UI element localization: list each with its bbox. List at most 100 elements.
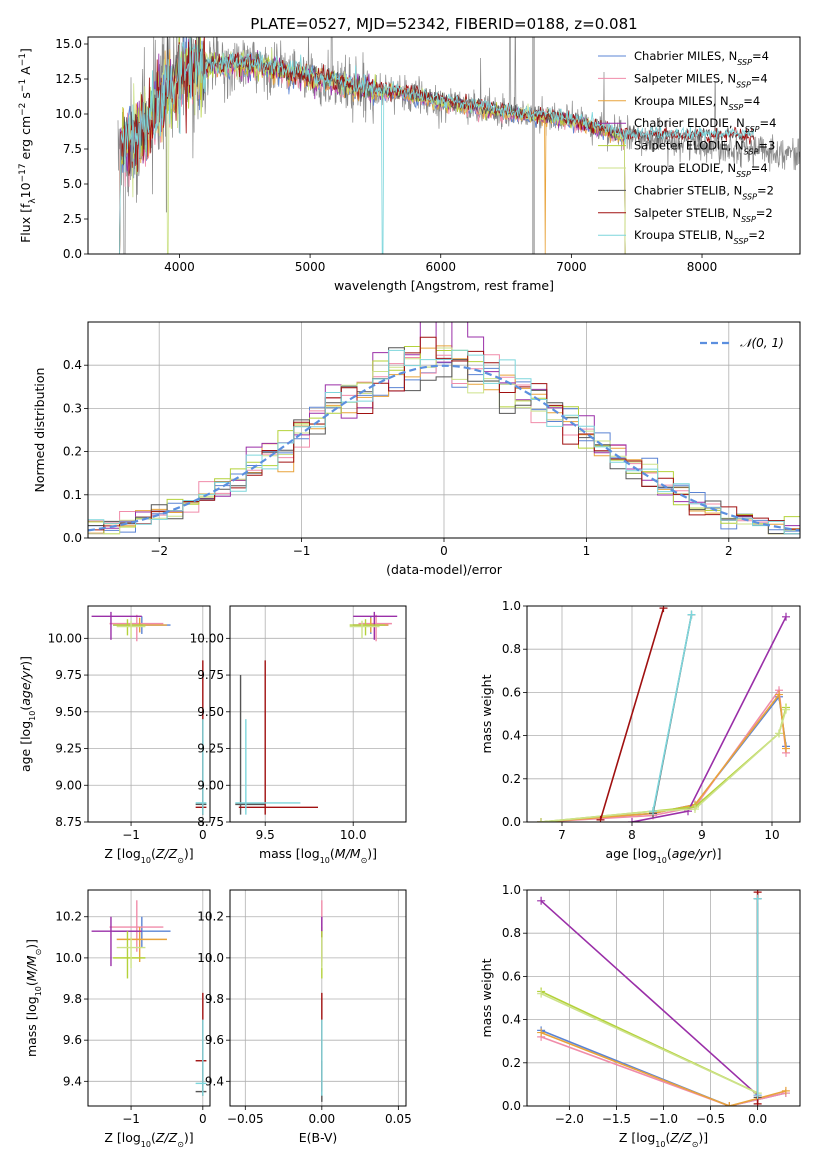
residuals-plot-area [88, 322, 800, 535]
errorbar-chabrier-elodie [353, 611, 398, 640]
figure-title: PLATE=0527, MJD=52342, FIBERID=0188, z=0… [250, 15, 637, 33]
errorbar-salpeter-miles [109, 900, 164, 952]
errorbar-chabrier-elodie [91, 916, 142, 967]
y-tick-label: 9.8 [205, 992, 224, 1006]
spectrum-axes: 4000 5000 6000 7000 8000 0.0 2.5 5.0 7.5 10.0 12.5… [18, 36, 801, 293]
x-tick-label: 7000 [556, 260, 587, 274]
y-tick-label: 0.4 [502, 729, 521, 743]
y-tick-label: 0.8 [502, 642, 521, 656]
x-tick-label: 0 [199, 1112, 207, 1126]
ageM-plot-area [235, 611, 398, 815]
errorbar-kroupa-elodie [116, 937, 146, 969]
y-axis-label: Normed distribution [32, 368, 47, 493]
weight-point-marker [537, 1028, 546, 1037]
errorbar-chabrier-stelib [235, 675, 266, 815]
legend-label-kroupa-stelib: Kroupa STELIB, NSSP=2 [634, 228, 765, 246]
x-tick-label: 9.5 [256, 828, 275, 842]
x-tick-label: 0 [440, 544, 448, 558]
y-tick-label: 10.00 [48, 631, 82, 645]
weight-point-marker [782, 744, 790, 753]
residuals-axes: −2 −1 0 1 2 0.0 0.1 0.2 0.3 0.4 (data-model)/error… [32, 321, 801, 577]
y-axis-label: mass [log10(M/M⊙)] [24, 939, 43, 1057]
legend-label-salpeter-miles: Salpeter MILES, NSSP=4 [634, 71, 768, 89]
y-tick-label: 0.8 [502, 926, 521, 940]
y-tick-label: 0.0 [502, 1099, 521, 1113]
weight-series-kroupa-stelib [649, 610, 696, 816]
x-tick-label: 6000 [425, 260, 456, 274]
weight-line [599, 607, 665, 821]
y-tick-label: 10.00 [190, 631, 224, 645]
y-tick-label: 0.4 [63, 358, 82, 372]
weight-point-marker [753, 894, 762, 903]
residual-histogram-salpeter-elodie [88, 346, 800, 535]
x-tick-label: 0.05 [385, 1112, 412, 1126]
errorbar-kroupa-elodie [116, 620, 146, 639]
weight-line [540, 900, 759, 1096]
age-vs-mass-panel: 9.5 10.0 8.75 9.00 9.25 9.50 9.75 10.00 mass [lo… [190, 605, 407, 865]
x-tick-label: −2 [150, 544, 168, 558]
y-axis-label: Flux [fλ10−17 erg cm−2 s−1 A−1] [18, 48, 38, 243]
y-tick-label: 2.5 [63, 212, 82, 226]
weight-series-kroupa-stelib [753, 894, 762, 1100]
y-tick-label: 1.0 [502, 599, 521, 613]
weight-line [540, 1031, 787, 1106]
weight-line [652, 614, 693, 812]
weight-line [540, 992, 758, 1094]
weight-series-kroupa-miles [537, 1028, 790, 1106]
y-tick-label: 5.0 [63, 177, 82, 191]
axes-frame [87, 36, 801, 255]
weight-series-salpeter-stelib [596, 606, 668, 822]
spectrum-plot-area [117, 37, 800, 254]
y-tick-label: 9.00 [197, 778, 224, 792]
y-tick-label: 0.0 [63, 531, 82, 545]
weight-point-marker [781, 1086, 790, 1095]
x-tick-label: 9 [698, 828, 706, 842]
y-tick-label: 8.75 [197, 815, 224, 829]
ageZ-axes: −1 0 8.75 9.00 9.25 9.50 9.75 10.00 Z [log10(Z/Z… [18, 605, 211, 865]
weight-point-marker [687, 610, 696, 619]
x-tick-label: 8 [628, 828, 636, 842]
y-tick-label: 10.0 [197, 951, 224, 965]
y-tick-label: 15.0 [55, 37, 82, 51]
wZ-axes: −2.0 −1.5 −1.0 −0.5 0.0 0.0 0.2 0.4 0.6 0.8 1.0 Z [… [479, 883, 801, 1149]
weight-point-marker [684, 807, 692, 816]
weight-point-marker [537, 896, 546, 905]
weight-point-marker [691, 805, 699, 814]
x-tick-label: 0 [199, 828, 207, 842]
mass-vs-reddening-panel: −0.05 0.00 0.05 9.4 9.6 9.8 10.0 10.2 E(B-V) [197, 889, 412, 1145]
axes-frame [526, 605, 801, 823]
x-tick-label: −1 [293, 544, 311, 558]
age-vs-metallicity-panel: −1 0 8.75 9.00 9.25 9.50 9.75 10.00 Z [log10(Z/Z… [18, 605, 211, 865]
wAge-plot-area [537, 606, 790, 822]
x-axis-label: Z [log10(Z/Z⊙)] [104, 846, 193, 865]
errorbar-kroupa-miles [116, 927, 167, 962]
legend-label-chabrier-elodie: Chabrier ELODIE, NSSP=4 [634, 116, 776, 134]
x-tick-label: 8000 [687, 260, 718, 274]
y-tick-label: 10.0 [55, 951, 82, 965]
legend-label-chabrier-stelib: Chabrier STELIB, NSSP=2 [634, 183, 774, 201]
x-tick-label: 2 [725, 544, 733, 558]
normal-distribution-curve [88, 364, 800, 532]
axes-frame [87, 605, 211, 823]
weight-point-marker [753, 1099, 762, 1106]
y-tick-label: 9.75 [197, 668, 224, 682]
y-tick-label: 12.5 [55, 72, 82, 86]
weight-point-marker [537, 818, 545, 822]
y-tick-label: 9.4 [63, 1074, 82, 1088]
x-tick-label: −0.5 [696, 1112, 725, 1126]
x-axis-label: Z [log10(Z/Z⊙)] [104, 1130, 193, 1149]
y-tick-label: 0.2 [502, 1056, 521, 1070]
x-tick-label: 10 [764, 828, 779, 842]
y-axis-label: age [log10(age/yr)] [18, 656, 37, 772]
x-tick-label: −1 [122, 1112, 140, 1126]
weight-point-marker [659, 606, 668, 613]
y-tick-label: 10.0 [55, 107, 82, 121]
x-tick-label: 4000 [164, 260, 195, 274]
weight-vs-metallicity-panel: −2.0 −1.5 −1.0 −0.5 0.0 0.0 0.2 0.4 0.6 0.8 1.0 Z [… [479, 883, 801, 1149]
errorbar-kroupa-stelib [195, 719, 207, 815]
mass-vs-metallicity-panel: −1 0 9.4 9.6 9.8 10.0 10.2 Z [log10(Z/Z⊙)] mass … [24, 889, 211, 1149]
wZ-plot-area [537, 890, 790, 1106]
x-axis-label: (data-model)/error [386, 562, 503, 577]
massZ-plot-area [91, 900, 207, 1096]
